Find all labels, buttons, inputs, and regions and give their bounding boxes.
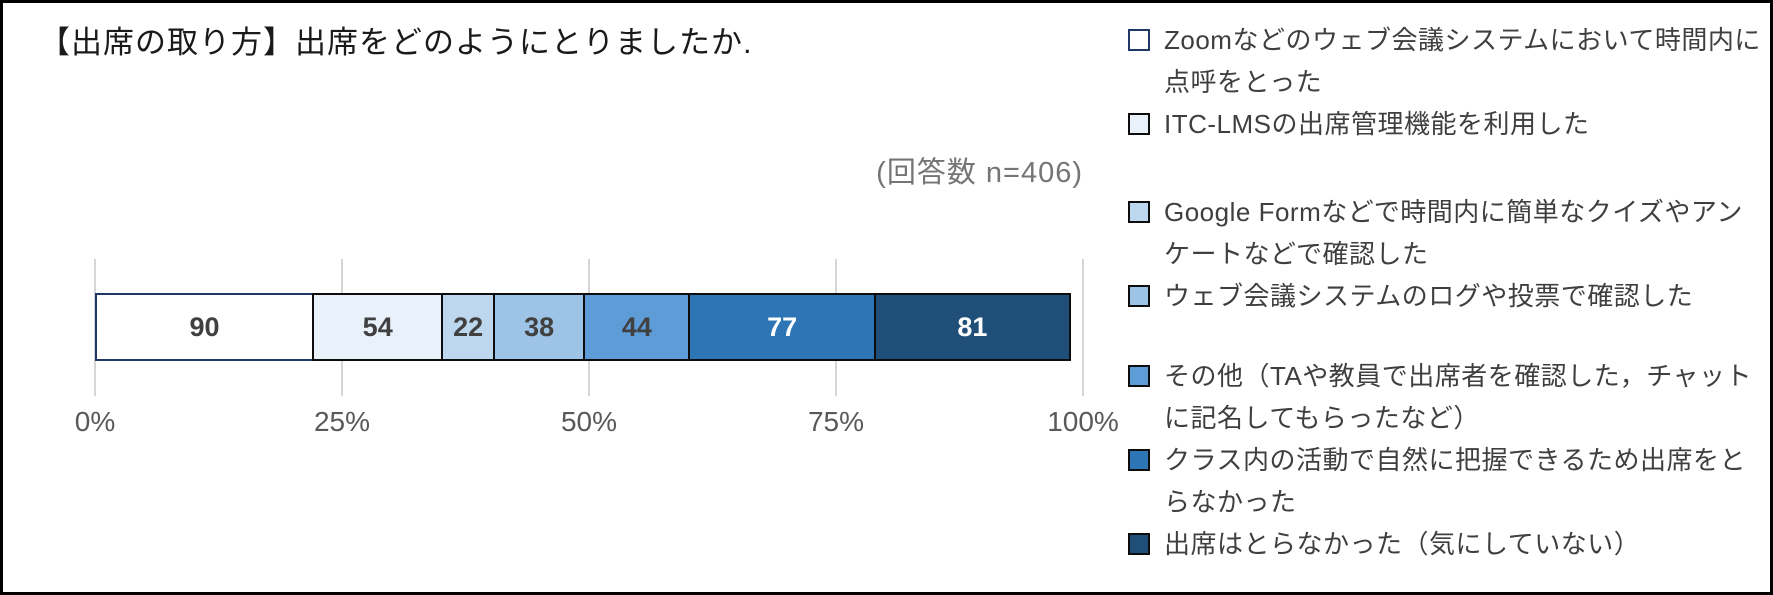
legend-item: ITC-LMSの出席管理機能を利用した: [1128, 103, 1764, 145]
bar-segment-value: 44: [621, 311, 652, 342]
bar-segment: 54: [312, 293, 444, 361]
legend: Zoomなどのウェブ会議システムにおいて時間内に点呼をとった ITC-LMSの出席…: [1128, 19, 1764, 565]
response-count-label: (回答数 n=406): [876, 157, 1083, 189]
x-axis-tick-label: 50%: [560, 406, 618, 437]
gridline: [1082, 259, 1084, 396]
legend-swatch-icon: [1128, 449, 1150, 471]
legend-label: ウェブ会議システムのログや投票で確認した: [1164, 281, 1694, 311]
legend-item: ウェブ会議システムのログや投票で確認した: [1128, 275, 1764, 317]
bar-segment-value: 54: [362, 311, 393, 342]
bar-segment-value: 38: [524, 311, 555, 342]
bar-segment: 81: [873, 293, 1071, 361]
x-axis-tick-label: 100%: [1047, 406, 1119, 437]
bar-segment: 77: [688, 293, 876, 361]
legend-item: その他（TAや教員で出席者を確認した，チャットに記名してもらったなど）: [1128, 355, 1764, 439]
legend-label: Google Formなどで時間内に簡単なクイズやアンケートなどで確認した: [1164, 197, 1743, 269]
legend-item: 出席はとらなかった（気にしていない）: [1128, 523, 1764, 565]
legend-swatch-icon: [1128, 29, 1150, 51]
legend-label: その他（TAや教員で出席者を確認した，チャットに記名してもらったなど）: [1164, 361, 1753, 433]
bar-segment-value: 90: [189, 311, 220, 342]
legend-swatch-icon: [1128, 365, 1150, 387]
x-axis-tick-label: 75%: [807, 406, 865, 437]
legend-item: クラス内の活動で自然に把握できるため出席をとらなかった: [1128, 439, 1764, 523]
legend-swatch-icon: [1128, 285, 1150, 307]
legend-item: Google Formなどで時間内に簡単なクイズやアンケートなどで確認した: [1128, 191, 1764, 275]
legend-label: Zoomなどのウェブ会議システムにおいて時間内に点呼をとった: [1164, 25, 1761, 97]
chart-title: 【出席の取り方】出席をどのようにとりましたか.: [39, 25, 753, 60]
legend-swatch-icon: [1128, 201, 1150, 223]
x-axis-tick-label: 0%: [74, 406, 116, 437]
legend-item: Zoomなどのウェブ会議システムにおいて時間内に点呼をとった: [1128, 19, 1764, 103]
stacked-bar: 90 54 22 38 44 77 81: [95, 293, 1083, 361]
bar-segment: 38: [492, 293, 586, 361]
legend-label: 出席はとらなかった（気にしていない）: [1164, 529, 1641, 559]
plot-area: 90 54 22 38 44 77 81 0% 25% 50% 75% 100%: [75, 259, 1119, 437]
legend-label: クラス内の活動で自然に把握できるため出席をとらなかった: [1164, 445, 1746, 517]
legend-swatch-icon: [1128, 113, 1150, 135]
bar-segment: 90: [95, 293, 314, 361]
bar-segment-value: 22: [453, 311, 484, 342]
bar-segment: 44: [583, 293, 691, 361]
x-axis-tick-label: 25%: [313, 406, 371, 437]
legend-label: ITC-LMSの出席管理機能を利用した: [1164, 109, 1590, 139]
legend-swatch-icon: [1128, 533, 1150, 555]
bar-segment-value: 81: [957, 311, 988, 342]
bar-segment-value: 77: [767, 311, 798, 342]
bar-segment: 22: [441, 293, 495, 361]
